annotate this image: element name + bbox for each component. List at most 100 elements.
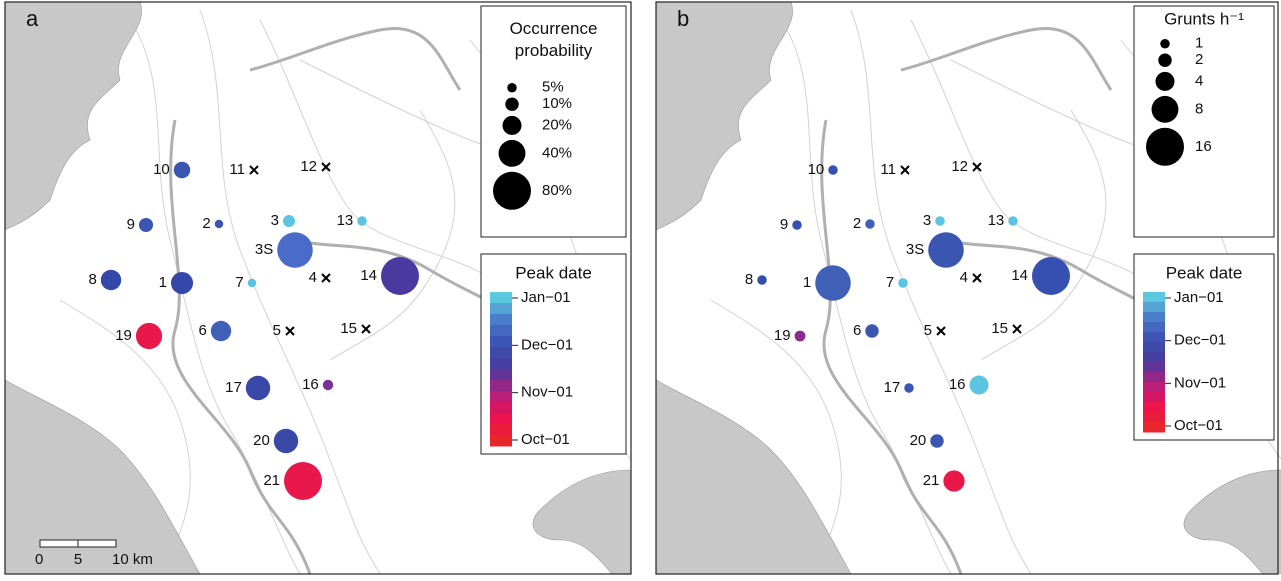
absent-marker [936,326,946,336]
size-legend-symbol [493,171,531,210]
site-bubble [135,322,163,350]
size-legend-label: 40% [542,144,572,161]
absent-marker [249,165,259,175]
site-bubble [138,217,154,233]
colorbar-label: Oct−01 [1174,417,1223,434]
colorbar-step [490,413,512,425]
site-label: 15 [991,320,1008,337]
size-legend-symbol [505,97,519,111]
site-label: 11 [880,161,896,178]
site-bubble [943,470,965,492]
size-legend-label: 10% [542,95,572,112]
site-label: 12 [951,158,968,175]
size-legend-symbol [1155,71,1175,91]
site-label: 7 [886,274,894,291]
site-bubble [794,330,806,342]
size-legend-title: Occurrence probability [510,19,598,60]
colorbar-step [490,435,512,447]
colorbar-label: Nov−01 [521,384,573,401]
site-label: 3S [906,241,924,258]
size-legend-box [1133,5,1275,238]
site-bubble [173,161,191,179]
absent-marker [900,165,910,175]
colorbar-label: Jan−01 [521,289,571,306]
site-label: 13 [988,212,1005,229]
colorbar-step [1143,372,1165,383]
site-bubble [247,278,257,288]
site-bubble [210,320,232,342]
site-bubble [792,220,802,230]
site-bubble [381,257,419,295]
colorbar-step [490,402,512,414]
size-legend-label: 2 [1195,51,1203,68]
size-legend-label: 80% [542,182,572,199]
site-bubble [100,269,122,291]
site-label: 20 [910,432,927,449]
site-label: 10 [808,161,825,178]
site-label: 6 [853,322,861,339]
scale-bar-label: 0 [35,551,43,568]
site-label: 3 [271,212,279,229]
colorbar-step [490,369,512,381]
site-bubble [1008,216,1018,226]
size-legend-label: 20% [542,116,572,133]
scale-bar [39,539,79,548]
site-bubble [828,165,838,175]
site-bubble [1032,257,1070,295]
site-label: 11 [229,161,245,178]
site-label: 4 [309,269,317,286]
site-label: 17 [225,379,242,396]
site-label: 4 [960,269,968,286]
colorbar-label: Oct−01 [521,431,570,448]
panel-letter: b [677,6,689,31]
size-legend-title: Grunts h⁻¹ [1164,9,1244,28]
site-bubble [969,375,989,395]
colorbar-step [490,325,512,337]
absent-marker [972,162,982,172]
site-bubble [865,324,879,338]
size-legend-symbol [1151,95,1179,123]
site-label: 1 [803,274,811,291]
site-label: 19 [774,327,791,344]
panel-frame [4,1,632,575]
colorbar-step [490,424,512,436]
site-bubble [214,219,224,229]
site-bubble [277,232,313,268]
site-bubble [245,375,271,401]
site-label: 14 [360,267,377,284]
colorbar-label: Nov−01 [1174,374,1226,391]
colorbar-step [1143,322,1165,333]
colorbar-step [1143,382,1165,393]
site-bubble [935,216,945,226]
site-label: 20 [253,432,270,449]
site-label: 21 [923,472,940,489]
colorbar-step [1143,292,1165,303]
colorbar-step [1143,302,1165,313]
size-legend-symbol [1146,127,1184,166]
site-label: 8 [745,271,753,288]
site-label: 9 [780,216,788,233]
site-label: 12 [300,158,317,175]
color-legend-title: Peak date [1166,263,1243,282]
site-label: 3 [923,212,931,229]
site-label: 10 [153,161,170,178]
site-bubble [273,428,299,454]
colorbar-step [490,336,512,348]
site-label: 15 [340,320,357,337]
scale-bar-label: 10 km [112,551,153,568]
site-label: 19 [115,327,132,344]
site-label: 6 [198,322,206,339]
site-bubble [357,216,367,226]
absent-marker [361,324,371,334]
size-legend-symbol [498,139,526,167]
site-label: 7 [235,274,243,291]
colorbar-step [1143,412,1165,423]
colorbar-label: Dec−01 [1174,332,1226,349]
site-bubble [904,383,914,393]
site-bubble [898,278,908,288]
scale-bar-label: 5 [74,551,82,568]
site-bubble [170,271,194,295]
site-label: 16 [302,376,319,393]
site-label: 2 [202,215,210,232]
